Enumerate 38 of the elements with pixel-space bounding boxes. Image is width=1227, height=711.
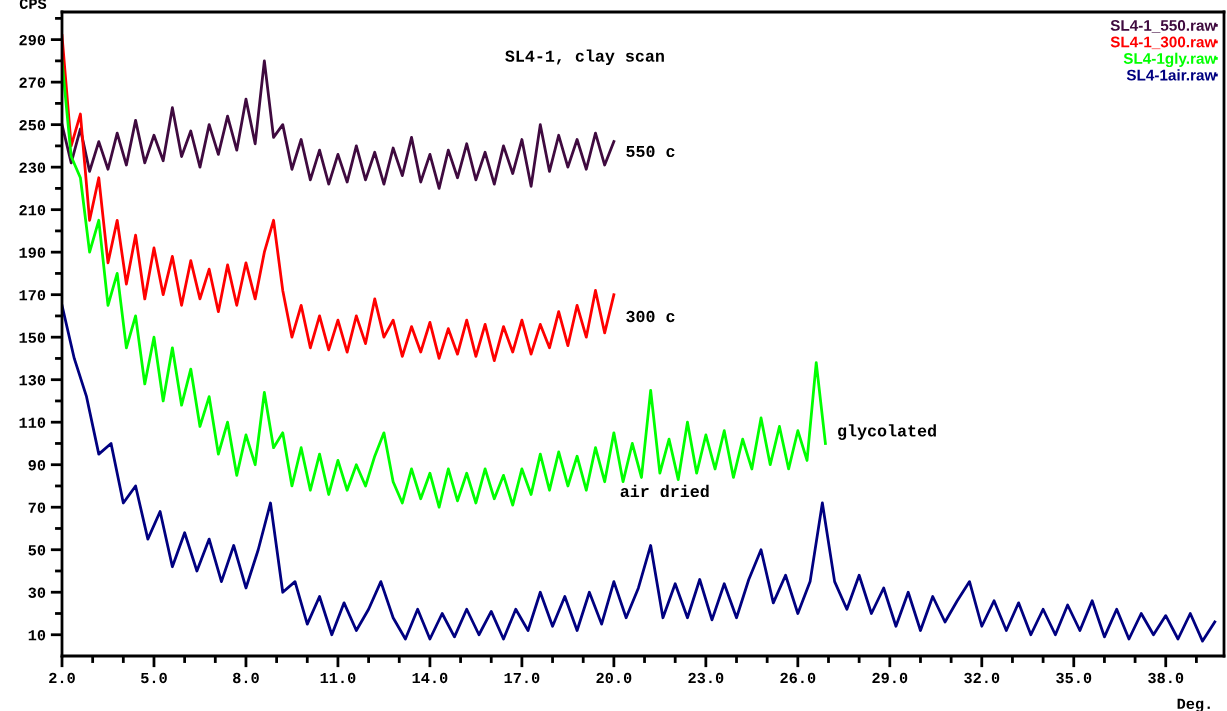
x-tick-label: 11.0 — [320, 672, 356, 684]
y-tick-label: 30 — [28, 587, 46, 598]
y-tick-label: 190 — [19, 247, 46, 258]
x-tick-label: 35.0 — [1056, 672, 1092, 684]
x-tick-label: 8.0 — [233, 672, 259, 684]
legend-label: SL4-1gly.raw — [1123, 52, 1217, 68]
y-tick-label: 10 — [28, 630, 46, 641]
legend-label: SL4-1_550.raw — [1110, 20, 1217, 33]
x-tick-label: 26.0 — [780, 672, 816, 684]
x-tick-label: 23.0 — [688, 672, 724, 684]
annotation: 550 c — [626, 145, 675, 158]
y-tick-label: 210 — [19, 204, 46, 216]
y-tick-label: 70 — [28, 502, 46, 513]
annotation: glycolated — [838, 424, 936, 440]
text: SL4-1, clay scan — [505, 49, 664, 66]
x-tick-label: 20.0 — [596, 672, 632, 684]
x-tick-label: 14.0 — [412, 672, 448, 684]
y-tick-label: 250 — [19, 119, 46, 131]
y-tick-label: 50 — [28, 545, 46, 556]
y-tick-label: 170 — [19, 290, 46, 301]
y-tick-label: 110 — [19, 417, 46, 428]
y-tick-label: 270 — [19, 77, 46, 88]
legend-label: SL4-1air.raw — [1126, 69, 1217, 81]
y-tick-label: 90 — [28, 460, 46, 471]
y-tick-label: 230 — [19, 162, 46, 173]
x-tick-label: 38.0 — [1148, 672, 1184, 684]
x-tick-label: 29.0 — [872, 672, 908, 684]
x-tick-label: 32.0 — [964, 672, 1000, 684]
line-series — [62, 303, 1217, 643]
y-tick-label: 130 — [19, 375, 46, 386]
x-tick-label: 2.0 — [49, 672, 75, 684]
x-tick-label: 17.0 — [504, 672, 540, 684]
annotation: 300 c — [626, 310, 675, 323]
x-tick-label: 5.0 — [141, 672, 167, 684]
y-tick-label: 290 — [19, 34, 46, 46]
annotation: air dried — [620, 484, 709, 498]
y-tick-label: 150 — [19, 332, 46, 343]
legend-label: SL4-1_300.raw — [1110, 36, 1217, 50]
